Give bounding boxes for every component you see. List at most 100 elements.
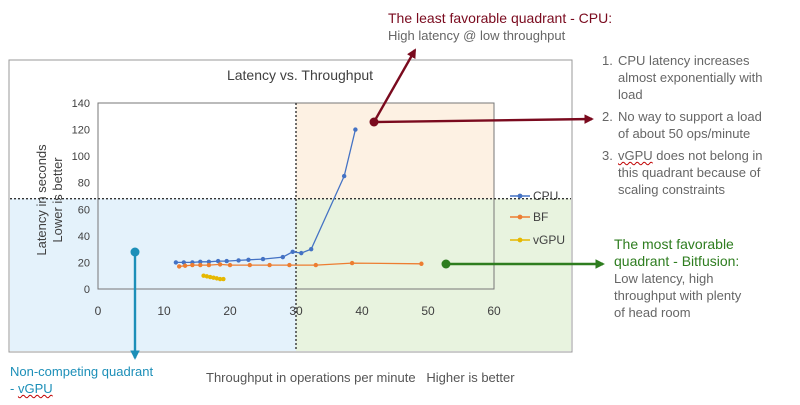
note-line: does not belong in bbox=[652, 148, 763, 163]
data-point-bf bbox=[287, 262, 292, 268]
note-number: 3. bbox=[602, 148, 613, 163]
data-point-cpu bbox=[353, 127, 358, 132]
note-number: 1. bbox=[602, 53, 613, 68]
y-tick-label: 40 bbox=[78, 231, 90, 243]
data-point-cpu bbox=[246, 257, 251, 262]
data-point-vgpu bbox=[214, 276, 219, 281]
legend-marker-vgpu bbox=[517, 237, 523, 243]
callout-vgpu-line2-prefix: - bbox=[10, 381, 18, 396]
data-point-cpu bbox=[236, 258, 241, 263]
legend-label-cpu: CPU bbox=[533, 189, 558, 203]
data-point-vgpu bbox=[204, 274, 210, 279]
data-point-bf bbox=[313, 262, 318, 268]
data-point-bf bbox=[176, 264, 182, 269]
note-item: 3. vGPU does not belong in this quadrant… bbox=[602, 147, 797, 198]
y-tick-label: 80 bbox=[78, 178, 90, 190]
data-point-vgpu bbox=[208, 274, 213, 280]
callout-bitfusion-body-line3: of head room bbox=[614, 305, 691, 320]
x-tick-label: 50 bbox=[421, 304, 435, 318]
legend-label-vgpu: vGPU bbox=[533, 233, 565, 247]
quadrant-low-latency-right bbox=[296, 198, 571, 351]
y-axis-label: Latency in seconds Lower is better bbox=[34, 144, 65, 256]
note-line: this quadrant because of bbox=[618, 165, 761, 180]
y-tick-label: 20 bbox=[78, 257, 90, 269]
note-number: 2. bbox=[602, 109, 613, 124]
data-point-cpu bbox=[260, 256, 266, 262]
callout-cpu-arrow-right bbox=[373, 114, 594, 124]
y-axis-label-line2: Lower is better bbox=[50, 157, 65, 243]
x-tick-label: 60 bbox=[487, 304, 501, 318]
notes-list: 1. CPU latency increases almost exponent… bbox=[602, 52, 797, 198]
callout-bitfusion-title: The most favorable quadrant - Bitfusion: bbox=[614, 236, 800, 270]
data-point-cpu bbox=[308, 246, 314, 252]
y-tick-label: 140 bbox=[72, 98, 90, 110]
data-point-bf bbox=[267, 262, 272, 268]
data-point-cpu bbox=[290, 249, 295, 254]
data-point-vgpu bbox=[201, 273, 206, 278]
legend-marker-cpu bbox=[517, 193, 523, 199]
data-point-bf bbox=[182, 263, 188, 268]
note-item: 2. No way to support a load of about 50 … bbox=[602, 108, 797, 142]
notes-panel: 1. CPU latency increases almost exponent… bbox=[602, 52, 797, 203]
data-point-cpu bbox=[280, 254, 285, 260]
data-point-cpu bbox=[341, 173, 347, 179]
y-tick-label: 0 bbox=[84, 284, 90, 296]
x-axis-caption: Throughput in operations per minute High… bbox=[206, 370, 515, 385]
quadrant-low-latency-left bbox=[10, 198, 296, 351]
note-line: No way to support a load bbox=[618, 109, 762, 124]
note-line: scaling constraints bbox=[618, 182, 725, 197]
data-point-cpu bbox=[198, 259, 203, 264]
note-line: of about 50 ops/minute bbox=[618, 126, 751, 141]
callout-cpu: The least favorable quadrant - CPU: High… bbox=[388, 10, 612, 44]
callout-vgpu: Non-competing quadrant - vGPU bbox=[10, 363, 153, 397]
note-line: almost exponentially with bbox=[618, 70, 763, 85]
note-line: CPU latency increases bbox=[618, 53, 750, 68]
data-point-bf bbox=[349, 260, 355, 266]
note-line: load bbox=[618, 87, 643, 102]
data-point-cpu bbox=[181, 260, 186, 265]
note-text: vGPU does not belong in this quadrant be… bbox=[618, 147, 763, 198]
callout-bitfusion-title-line1: The most favorable bbox=[614, 236, 734, 252]
data-point-bf bbox=[217, 262, 223, 267]
x-tick-label: 20 bbox=[223, 304, 237, 318]
callout-bitfusion-body-line2: throughput with plenty bbox=[614, 288, 742, 303]
data-point-bf bbox=[190, 262, 195, 268]
callout-bitfusion: The most favorable quadrant - Bitfusion:… bbox=[614, 236, 800, 321]
callout-bitfusion-body-line1: Low latency, high bbox=[614, 271, 714, 286]
note-vgpu-word: vGPU bbox=[618, 148, 653, 163]
note-text: No way to support a load of about 50 ops… bbox=[618, 108, 762, 142]
callout-vgpu-line1: Non-competing quadrant bbox=[10, 364, 154, 379]
callout-bitfusion-title-line2: quadrant - Bitfusion: bbox=[614, 253, 740, 269]
note-item: 1. CPU latency increases almost exponent… bbox=[602, 52, 797, 103]
data-point-cpu bbox=[173, 260, 179, 265]
data-point-bf bbox=[198, 262, 203, 268]
y-tick-label: 100 bbox=[72, 151, 90, 163]
data-point-bf bbox=[206, 262, 212, 268]
callout-bitfusion-body: Low latency, high throughput with plenty… bbox=[614, 270, 800, 321]
data-point-vgpu bbox=[221, 276, 226, 282]
data-point-vgpu bbox=[211, 275, 216, 280]
data-point-cpu bbox=[206, 259, 212, 264]
y-tick-label: 120 bbox=[72, 125, 90, 137]
callout-vgpu-word: vGPU bbox=[17, 381, 53, 396]
data-point-cpu bbox=[224, 258, 229, 264]
x-tick-label: 10 bbox=[157, 304, 171, 318]
x-tick-label: 0 bbox=[95, 304, 102, 318]
callout-cpu-title: The least favorable quadrant - CPU: bbox=[388, 10, 613, 26]
x-tick-label: 40 bbox=[355, 304, 369, 318]
note-text: CPU latency increases almost exponential… bbox=[618, 52, 763, 103]
series-line-cpu bbox=[175, 129, 357, 264]
data-point-cpu bbox=[215, 258, 221, 264]
data-point-bf bbox=[419, 261, 424, 266]
y-axis-label-line1: Latency in seconds bbox=[34, 144, 49, 256]
chart-title: Latency vs. Throughput bbox=[227, 67, 373, 83]
quadrant-high-latency bbox=[296, 103, 494, 199]
data-point-vgpu bbox=[217, 276, 223, 282]
data-point-cpu bbox=[299, 250, 304, 256]
data-point-bf bbox=[227, 262, 233, 268]
callout-cpu-arrow-up bbox=[372, 48, 417, 123]
callout-cpu-body: High latency @ low throughput bbox=[388, 28, 566, 43]
legend-marker-bf bbox=[517, 214, 523, 220]
data-point-bf bbox=[247, 262, 252, 268]
